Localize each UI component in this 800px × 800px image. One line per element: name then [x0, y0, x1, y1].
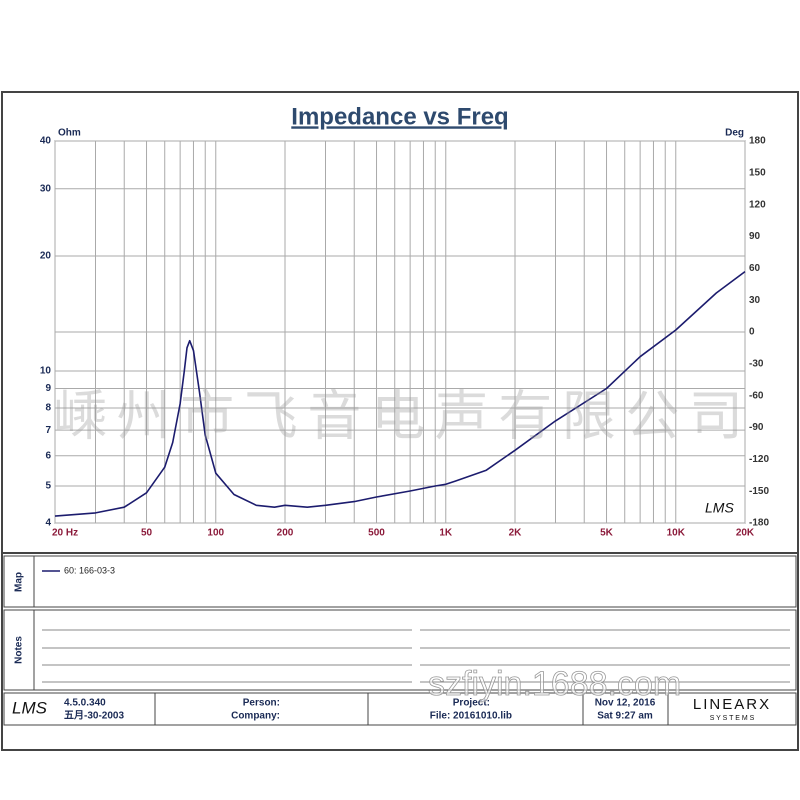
x-tick-label: 500	[368, 528, 385, 539]
y2-tick-label: -180	[749, 518, 769, 529]
y-tick-label: 10	[40, 366, 52, 377]
footer-dividers	[154, 693, 669, 725]
note-lines	[42, 629, 790, 683]
y-tick-label: 30	[40, 183, 52, 194]
company: Company:	[231, 711, 280, 722]
y2-tick-label: -90	[749, 422, 764, 433]
y2-tick-label: 30	[749, 295, 761, 306]
x-tick-label: 200	[277, 528, 294, 539]
y2-tick-label: -150	[749, 486, 769, 497]
y-tick-label: 9	[45, 383, 51, 394]
y2-tick-label: -120	[749, 454, 769, 465]
chart-title: Impedance vs Freq	[291, 103, 508, 130]
brand: LINEARX	[693, 696, 771, 713]
y-tick-label: 7	[45, 425, 51, 436]
x-tick-label: 2K	[509, 528, 523, 539]
watermark: 嵊州市飞音电声有限公司	[53, 386, 743, 446]
x-tick-label: 5K	[600, 528, 614, 539]
x-tick-label: 20 Hz	[52, 528, 78, 539]
map-label: Map	[14, 572, 25, 592]
y-tick-label: 5	[45, 481, 51, 492]
y-tick-label: 8	[45, 403, 51, 414]
plot-logo: LMS	[705, 500, 734, 516]
file: File: 20161010.lib	[430, 711, 512, 722]
y-axis-label: Ohm	[58, 128, 81, 139]
impedance-line	[54, 270, 746, 517]
brand-sub: S Y S T E M S	[710, 715, 755, 722]
y2-tick-label: 60	[749, 263, 761, 274]
y2-tick-label: 150	[749, 167, 766, 178]
y-tick-label: 20	[40, 251, 52, 262]
y2-tick-label: 180	[749, 136, 766, 147]
y2-axis-label: Deg	[725, 128, 744, 139]
y2-tick-label: 0	[749, 327, 755, 338]
map-panel	[3, 555, 797, 608]
y-tick-label: 6	[45, 450, 51, 461]
x-tick-label: 100	[207, 528, 224, 539]
x-tick-label: 1K	[439, 528, 453, 539]
y-tick-label: 40	[40, 136, 52, 147]
y2-tick-label: 90	[749, 231, 761, 242]
footer	[3, 692, 797, 726]
y2-tick-label: -30	[749, 358, 764, 369]
legend-entry: 60: 166-03-3	[64, 565, 115, 575]
y-tick-label: 4	[45, 518, 51, 529]
y2-tick-label: 120	[749, 199, 766, 210]
project: Project:	[453, 698, 490, 709]
version: 4.5.0.340	[64, 698, 106, 709]
person: Person:	[243, 698, 280, 709]
date: 五月-30-2003	[64, 710, 124, 722]
y2-tick-label: -60	[749, 390, 764, 401]
notes-panel	[3, 609, 797, 691]
x-tick-label: 20K	[736, 528, 755, 539]
notes-label: Notes	[14, 636, 25, 664]
print-date: Nov 12, 2016	[595, 698, 656, 709]
x-tick-label: 50	[141, 528, 153, 539]
watermark: szfiyin.1688.com	[428, 665, 681, 703]
footer-logo: LMS	[12, 698, 48, 717]
print-time: Sat 9:27 am	[597, 711, 653, 722]
x-tick-label: 10K	[667, 528, 686, 539]
